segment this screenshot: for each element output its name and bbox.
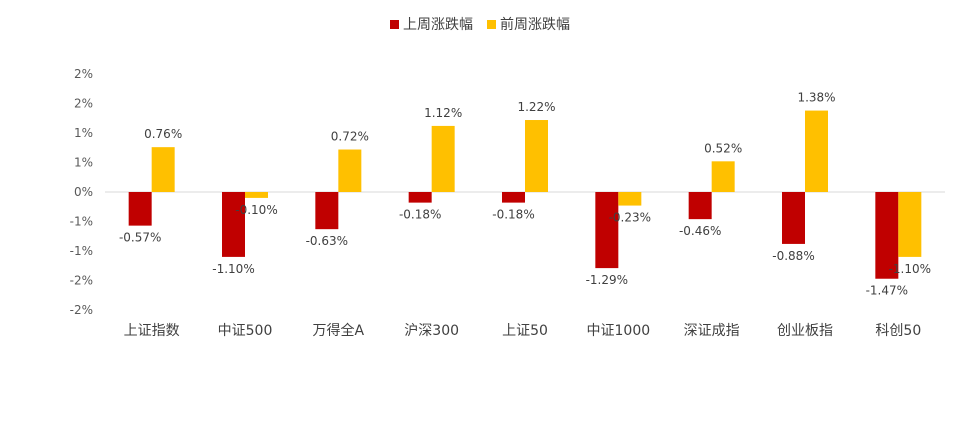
bar-prev-week <box>711 161 735 192</box>
y-tick-label: 2% <box>74 67 93 81</box>
bar-last-week <box>128 192 152 226</box>
legend-item-last-week: 上周涨跌幅 <box>390 14 473 34</box>
legend-item-prev-week: 前周涨跌幅 <box>487 14 570 34</box>
y-tick-label: 1% <box>74 126 93 140</box>
data-label: -0.18% <box>492 208 534 222</box>
data-label: -1.10% <box>212 262 254 276</box>
bar-prev-week <box>898 192 922 257</box>
y-tick-label: 1% <box>74 156 93 170</box>
y-tick-label: -2% <box>70 303 93 317</box>
bar-prev-week <box>338 149 362 192</box>
legend-swatch-prev-week <box>487 19 496 29</box>
bar-last-week <box>875 192 899 279</box>
data-label: -0.63% <box>306 234 348 248</box>
data-label: 0.52% <box>704 141 742 155</box>
bar-last-week <box>315 192 339 230</box>
data-label: 1.22% <box>517 100 555 114</box>
chart-legend: 上周涨跌幅 前周涨跌幅 <box>390 14 584 34</box>
data-label: -0.23% <box>609 211 651 225</box>
x-tick-label: 中证1000 <box>587 323 651 339</box>
data-label: 1.12% <box>424 106 462 120</box>
x-tick-label: 科创50 <box>875 323 921 339</box>
bar-last-week <box>688 192 712 220</box>
y-tick-label: 2% <box>74 97 93 111</box>
data-label: 0.76% <box>144 127 182 141</box>
bar-prev-week <box>618 192 642 206</box>
data-label: 0.72% <box>331 130 369 144</box>
bar-prev-week <box>151 147 175 192</box>
y-tick-label: -1% <box>70 215 93 229</box>
bar-last-week <box>595 192 619 269</box>
data-label: -0.18% <box>399 208 441 222</box>
data-label: -0.88% <box>772 249 814 263</box>
y-tick-label: -1% <box>70 244 93 258</box>
data-label: -1.29% <box>586 273 628 287</box>
data-label: -1.10% <box>889 262 931 276</box>
data-label: -0.10% <box>235 203 277 217</box>
bar-prev-week <box>805 110 828 192</box>
data-label: -1.47% <box>866 284 908 298</box>
legend-label-prev-week: 前周涨跌幅 <box>500 17 570 33</box>
data-label: 1.38% <box>797 91 835 105</box>
data-label: -0.46% <box>679 224 721 238</box>
bar-last-week <box>502 192 525 203</box>
bar-last-week <box>782 192 805 244</box>
bar-prev-week <box>525 120 548 192</box>
bar-prev-week <box>431 125 455 192</box>
data-label: -0.57% <box>119 231 161 245</box>
bar-prev-week <box>245 192 268 198</box>
x-tick-label: 万得全A <box>313 322 365 339</box>
legend-swatch-last-week <box>390 19 399 29</box>
x-tick-label: 上证指数 <box>124 323 180 339</box>
x-tick-label: 创业板指 <box>777 323 833 339</box>
y-tick-label: 0% <box>74 185 93 199</box>
y-tick-label: -2% <box>70 274 93 288</box>
x-tick-label: 中证500 <box>218 323 273 339</box>
legend-label-last-week: 上周涨跌幅 <box>403 17 473 33</box>
bar-last-week <box>222 192 245 257</box>
bar-last-week <box>408 192 432 203</box>
x-tick-label: 上证50 <box>502 323 548 339</box>
x-tick-label: 沪深300 <box>404 323 459 339</box>
x-tick-label: 深证成指 <box>684 323 740 339</box>
